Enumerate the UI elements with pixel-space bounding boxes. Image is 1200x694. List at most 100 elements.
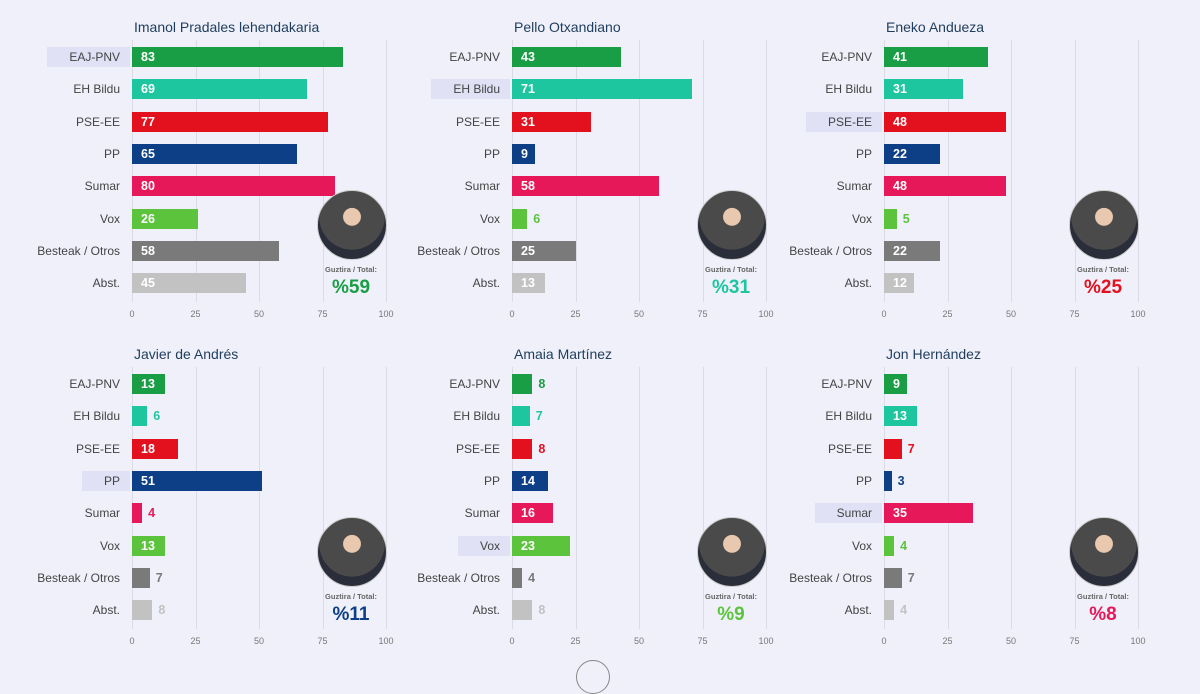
- value-label: 25: [521, 243, 535, 258]
- x-tick-label: 25: [190, 636, 201, 646]
- value-label: 22: [893, 146, 907, 161]
- bar: [132, 374, 166, 394]
- category-label: Vox: [457, 535, 510, 556]
- category-label: Vox: [99, 538, 120, 553]
- value-label: 18: [141, 441, 155, 456]
- category-label: EAJ-PNV: [821, 377, 872, 391]
- value-label: 8: [538, 377, 546, 391]
- x-tick-label: 75: [317, 309, 328, 319]
- value-label: 5: [902, 211, 910, 226]
- gridline: [884, 367, 885, 629]
- x-tick-label: 0: [509, 636, 515, 646]
- bar: [512, 176, 660, 197]
- bar: [884, 143, 940, 164]
- category-label: EH Bildu: [73, 409, 120, 424]
- category-label: EH Bildu: [431, 79, 510, 100]
- category-label: Besteak / Otros: [789, 243, 872, 258]
- x-tick-label: 0: [881, 636, 887, 646]
- value-label: 22: [893, 243, 907, 258]
- value-label: 41: [893, 50, 907, 64]
- category-label: Abst.: [92, 603, 120, 618]
- value-label: 65: [141, 146, 155, 161]
- value-label: 3: [897, 473, 905, 488]
- bar: [132, 111, 328, 132]
- value-label: 13: [141, 538, 155, 553]
- chart-panel: Imanol Pradales lehendakaria 0 25 50 75 100 EA…: [37, 19, 394, 338]
- bar: [132, 600, 153, 621]
- gridline: [702, 367, 704, 629]
- bar: [512, 111, 591, 132]
- gridline: [766, 40, 767, 302]
- total-value: %31: [711, 277, 751, 298]
- bar: [132, 176, 336, 197]
- value-label: 58: [141, 243, 155, 258]
- gridline: [259, 40, 260, 302]
- category-label: EAJ-PNV: [449, 377, 500, 391]
- x-tick-label: 0: [509, 309, 515, 319]
- bar: [132, 143, 298, 164]
- gridline: [947, 367, 949, 629]
- chart-panel: Eneko Andueza 0 25 50 75 100 EAJ-PNV 41 EH Bildu…: [789, 19, 1145, 338]
- bar: [512, 47, 622, 67]
- bar: [512, 374, 533, 394]
- chart-panel: Javier de Andrés 0 25 50 75 100 EAJ-PNV 13 EH Bi…: [37, 346, 393, 665]
- chart-title: Eneko Andueza: [886, 19, 985, 35]
- x-tick-label: 100: [1130, 636, 1146, 646]
- gridline: [512, 367, 513, 629]
- total-value: %8: [1089, 604, 1117, 625]
- value-label: 23: [521, 538, 535, 553]
- category-label: PSE-EE: [455, 114, 500, 129]
- chart-panel: Amaia Martínez 0 25 50 75 100 EAJ-PNV 8 EH Bildu…: [417, 346, 773, 665]
- x-tick-label: 50: [253, 309, 265, 319]
- total-label: Guztira / Total:: [705, 265, 757, 274]
- x-tick-label: 50: [253, 636, 265, 646]
- bar: [132, 438, 178, 459]
- bar: [512, 503, 553, 524]
- x-tick-label: 100: [378, 309, 394, 319]
- value-label: 4: [900, 538, 908, 553]
- category-label: PSE-EE: [75, 441, 120, 456]
- x-tick-label: 25: [570, 636, 581, 646]
- bar: [884, 600, 895, 621]
- value-label: 51: [141, 473, 155, 488]
- value-label: 45: [141, 276, 155, 291]
- x-tick-label: 50: [1005, 309, 1017, 319]
- gridline: [132, 367, 133, 629]
- category-label: Abst.: [844, 276, 872, 291]
- category-label: Besteak / Otros: [417, 570, 500, 585]
- value-label: 71: [521, 82, 535, 97]
- value-label: 48: [893, 114, 907, 129]
- value-label: 35: [893, 506, 907, 521]
- bar: [512, 79, 693, 100]
- bar: [884, 470, 892, 491]
- value-label: 4: [528, 570, 536, 585]
- bar: [884, 374, 907, 394]
- gridline: [1074, 40, 1076, 302]
- gridline: [702, 40, 704, 302]
- candidate-photo: [697, 190, 767, 260]
- value-label: 7: [155, 570, 163, 585]
- x-tick-label: 50: [633, 309, 645, 319]
- chart-title: Amaia Martínez: [514, 346, 613, 362]
- category-label: PSE-EE: [827, 441, 872, 456]
- total-value: %11: [332, 604, 370, 625]
- category-label: Besteak / Otros: [789, 570, 872, 585]
- gridline: [259, 367, 260, 629]
- category-label: Vox: [851, 211, 872, 226]
- value-label: 13: [521, 276, 535, 291]
- x-tick-label: 75: [1069, 309, 1080, 319]
- x-tick-label: 50: [633, 636, 645, 646]
- gridline: [575, 40, 577, 302]
- gridline: [766, 367, 767, 629]
- chart-panel: Pello Otxandiano 0 25 50 75 100 EAJ-PNV 43 EH Bi…: [417, 19, 773, 338]
- candidate-photo: [317, 517, 387, 587]
- bar: [512, 567, 523, 588]
- x-tick-label: 25: [190, 309, 201, 319]
- x-tick-label: 25: [942, 636, 953, 646]
- value-label: 58: [521, 179, 535, 194]
- x-tick-label: 75: [1069, 636, 1080, 646]
- gridline: [322, 40, 324, 302]
- value-label: 13: [141, 377, 155, 391]
- category-label: PSE-EE: [455, 441, 500, 456]
- bar: [884, 535, 895, 556]
